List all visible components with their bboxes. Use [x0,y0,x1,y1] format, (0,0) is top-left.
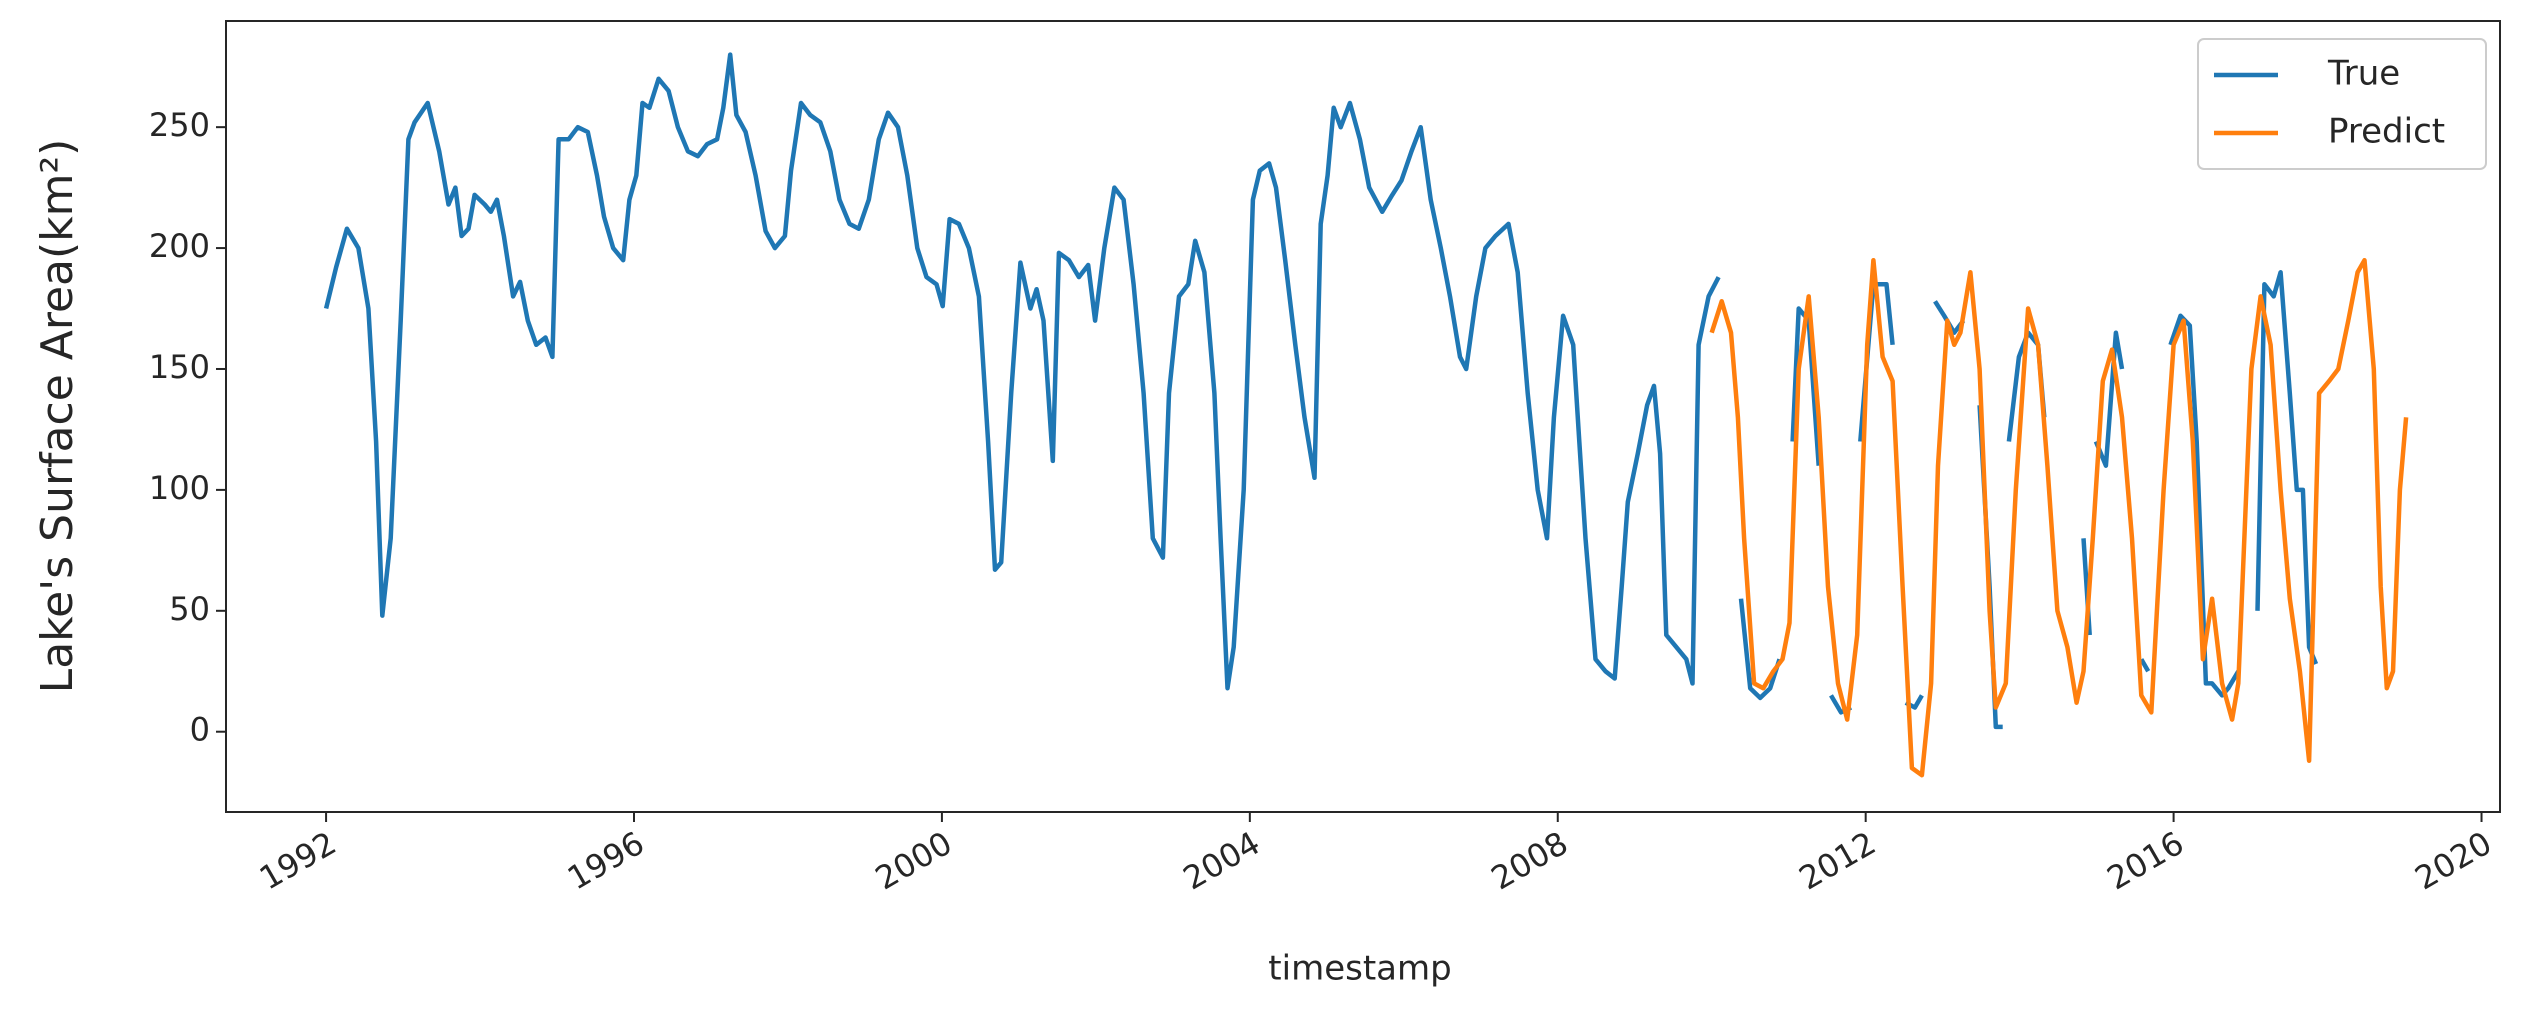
y-tick-label: 50 [169,590,210,628]
x-tick-label: 2016 [2101,824,2191,898]
data-line [326,55,2325,727]
y-tick-label: 200 [149,227,210,265]
x-tick-label: 2012 [1793,824,1883,898]
legend-label: True [2327,54,2400,94]
x-tick-label: 2004 [1177,824,1267,898]
x-axis-label: timestamp [1268,949,1451,989]
y-tick-label: 0 [190,711,210,749]
y-tick-label: 250 [149,106,210,144]
y-axis-label: Lake's Surface Area(km²) [32,139,83,694]
x-tick-label: 2008 [1485,824,1575,898]
data-line [1709,257,2409,778]
x-tick-label: 2020 [2408,824,2498,898]
x-tick-label: 1992 [253,824,343,898]
plot-frame [225,20,2501,813]
y-tick-label: 100 [149,469,210,507]
legend-box [2197,38,2487,170]
y-tick-label: 150 [149,348,210,386]
legend-label: Predict [2328,112,2445,152]
x-tick-label: 1996 [561,824,651,898]
x-tick-label: 2000 [869,824,959,898]
